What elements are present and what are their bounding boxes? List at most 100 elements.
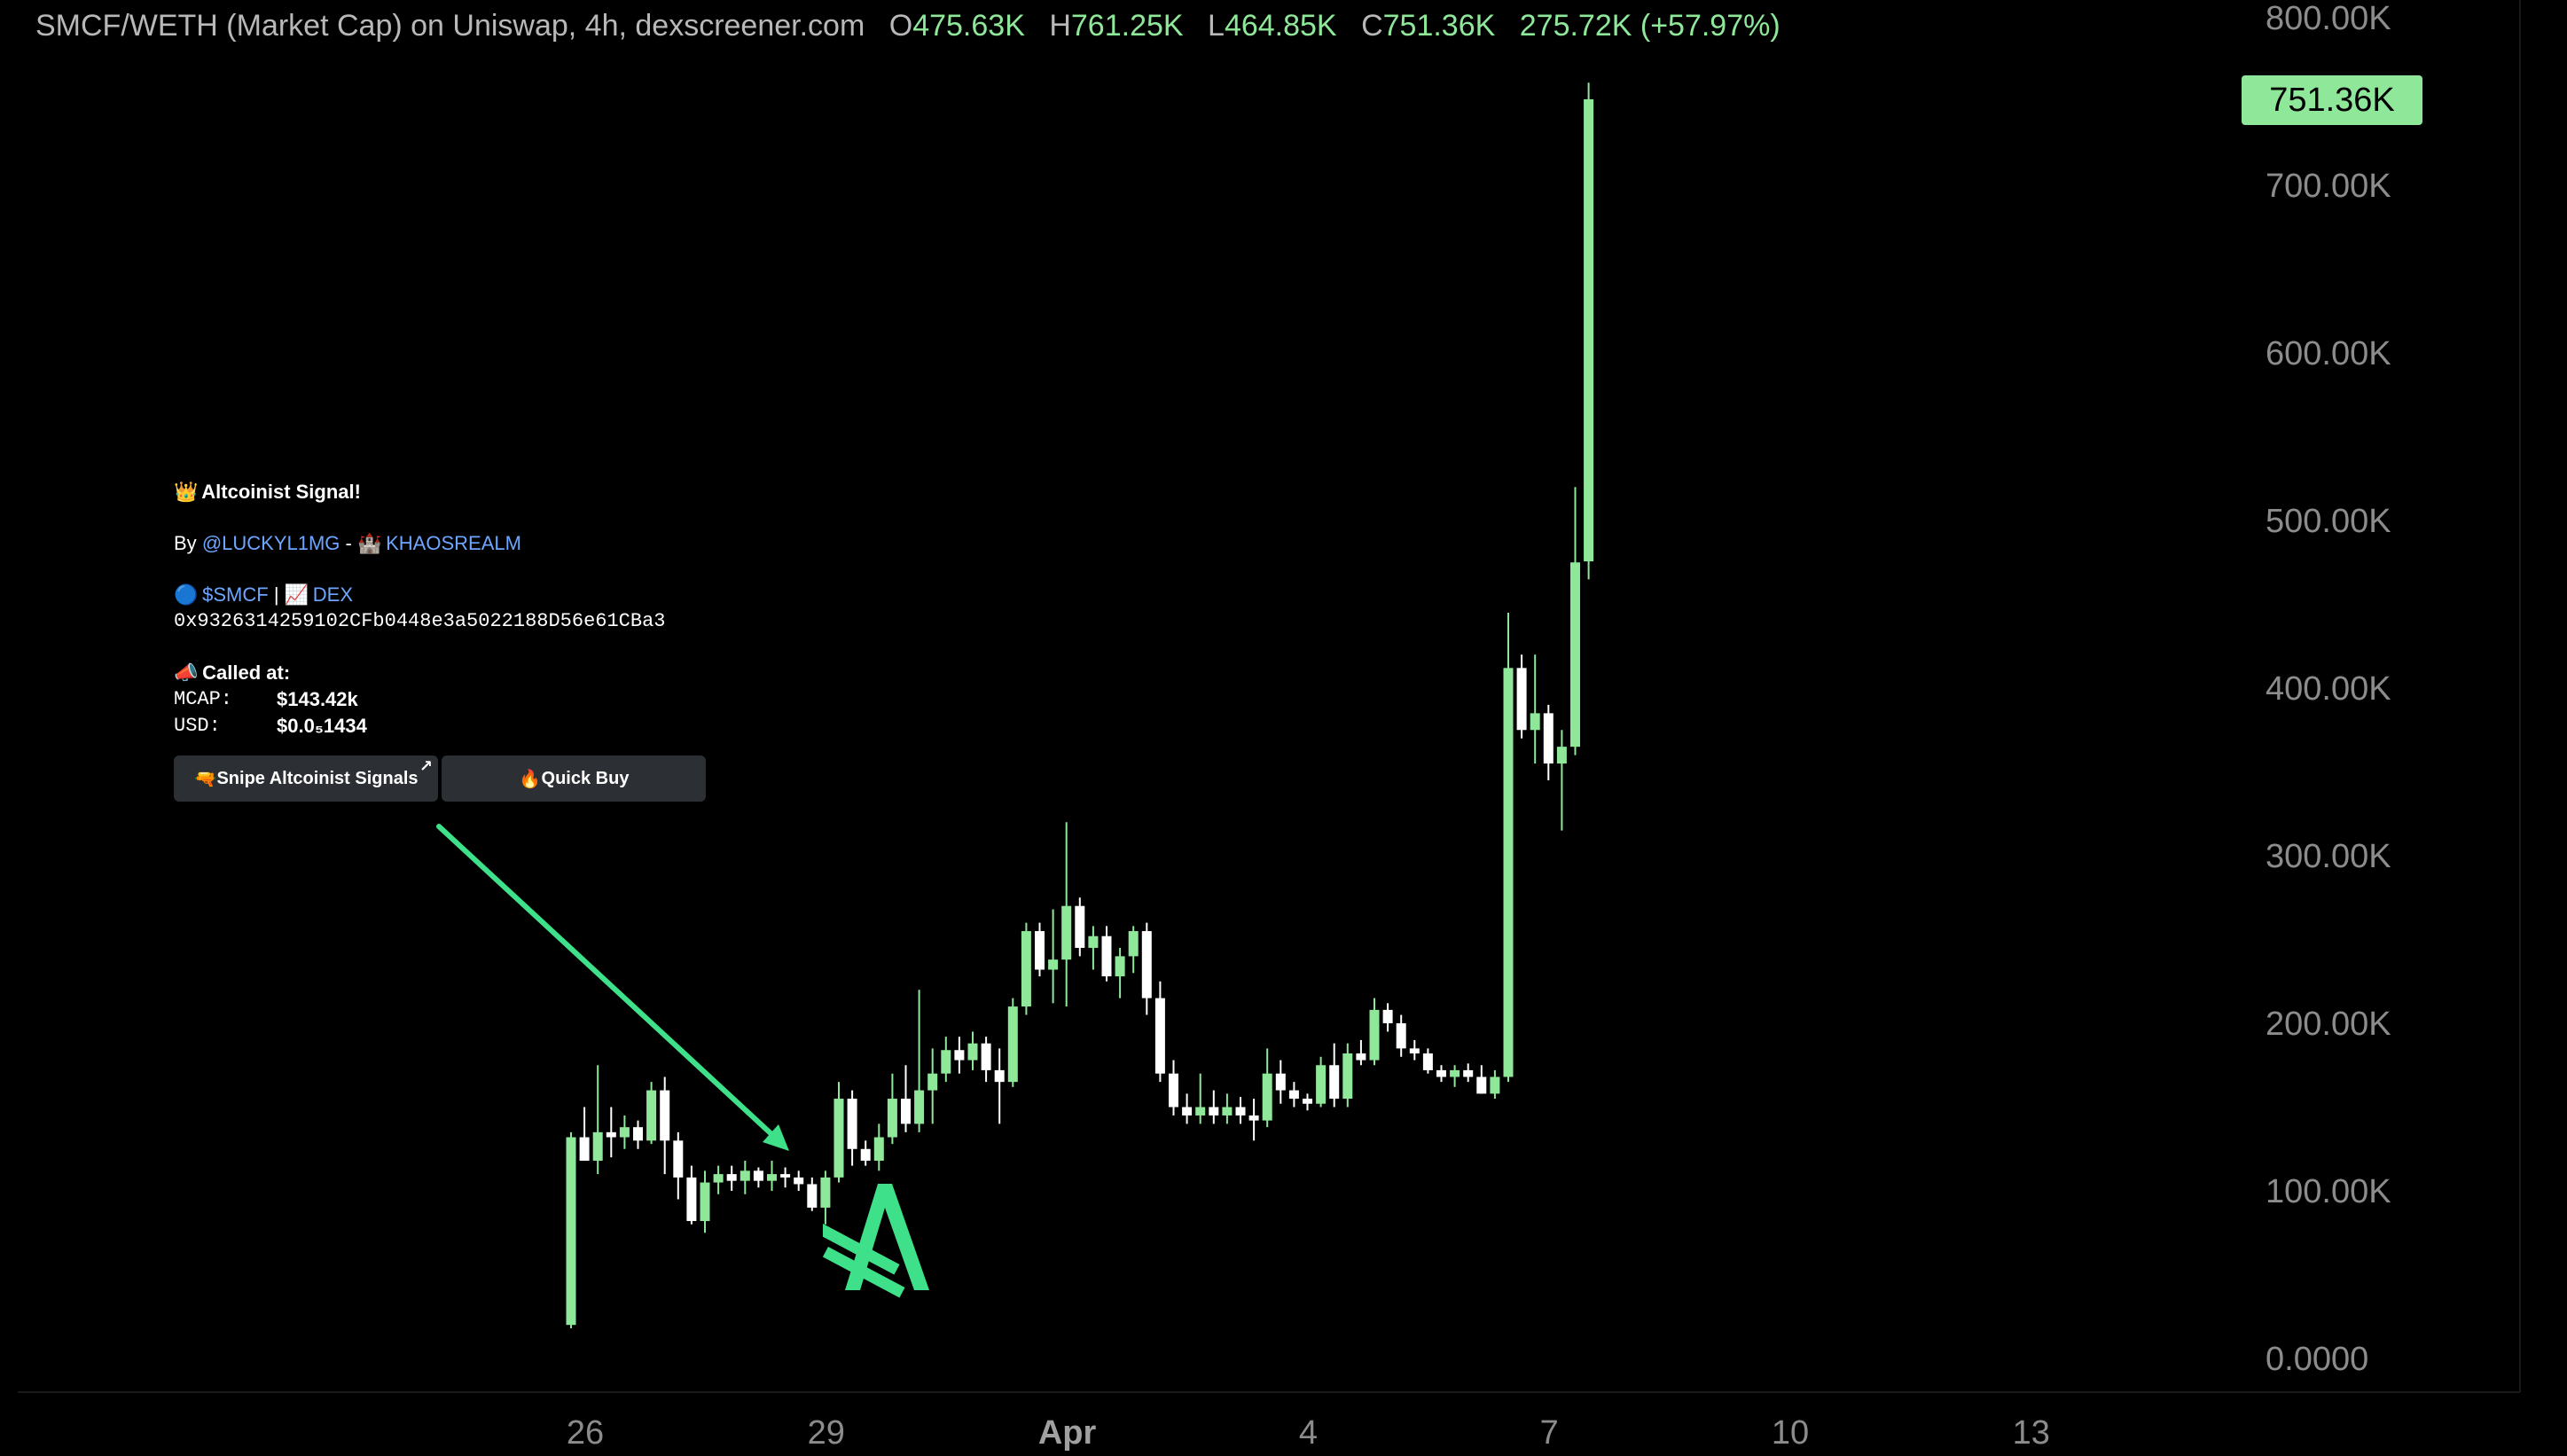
candle-body <box>994 1069 1005 1083</box>
candle <box>967 1031 978 1070</box>
usd-label: USD: <box>174 715 221 737</box>
candle-body <box>1556 747 1567 764</box>
candle <box>780 1167 791 1188</box>
x-tick-label: 7 <box>1540 1414 1559 1452</box>
candle <box>1530 654 1540 764</box>
candle-body <box>914 1090 925 1124</box>
y-tick-label: 300.00K <box>2266 838 2391 875</box>
candle-body <box>1396 1023 1406 1049</box>
candle <box>1115 947 1125 998</box>
candle-body <box>646 1090 657 1141</box>
candle <box>646 1082 657 1145</box>
candle <box>1169 1060 1178 1115</box>
candle-body <box>1450 1069 1460 1077</box>
called-at-label: Called at: <box>202 661 291 684</box>
author-link[interactable]: @LUCKYL1MG <box>201 532 340 554</box>
candle-body <box>566 1137 576 1326</box>
candle-body <box>981 1043 991 1070</box>
candle-body <box>1154 998 1165 1074</box>
candle-body <box>1356 1053 1366 1061</box>
candle <box>686 1165 697 1225</box>
token-link[interactable]: $SMCF <box>202 583 269 606</box>
candle-body <box>1182 1107 1193 1115</box>
candle-body <box>1235 1107 1246 1115</box>
chart-header: SMCF/WETH (Market Cap) on Uniswap, 4h, d… <box>35 9 1780 43</box>
close-value: 751.36K <box>1382 9 1496 43</box>
candle <box>820 1170 831 1225</box>
candle-body <box>740 1170 750 1181</box>
candle-body <box>1342 1053 1353 1100</box>
candle <box>847 1090 857 1166</box>
candle <box>1235 1097 1246 1124</box>
candle-body <box>967 1043 978 1061</box>
candle-body <box>1195 1107 1206 1115</box>
candle <box>566 1131 576 1328</box>
y-tick-label: 100.00K <box>2266 1173 2391 1210</box>
candle <box>1342 1043 1353 1108</box>
candle-body <box>1088 935 1099 948</box>
candle <box>941 1037 951 1083</box>
pair-title: SMCF/WETH (Market Cap) on Uniswap, 4h, d… <box>35 9 865 43</box>
high-value: 761.25K <box>1070 9 1184 43</box>
candle-body <box>619 1127 630 1138</box>
blue-circle-icon: 🔵 <box>174 583 199 606</box>
candle-body <box>1169 1073 1178 1108</box>
candle <box>1248 1099 1259 1141</box>
candle-body <box>660 1090 670 1141</box>
candle <box>1476 1065 1487 1094</box>
candle-body <box>1490 1076 1500 1094</box>
y-tick-label: 500.00K <box>2266 503 2391 540</box>
snipe-signals-button[interactable]: 🔫 Snipe Altcoinist Signals ↗ <box>174 755 438 802</box>
candle <box>994 1048 1005 1124</box>
candle <box>1436 1065 1446 1083</box>
quick-buy-button[interactable]: 🔥 Quick Buy <box>442 755 706 802</box>
usd-value: $0.0₅1434 <box>277 715 367 737</box>
candle <box>901 1065 911 1132</box>
candle <box>1556 730 1567 831</box>
candle-body <box>1382 1009 1393 1023</box>
realm-link[interactable]: KHAOSREALM <box>386 532 521 554</box>
x-tick-label: 10 <box>1772 1414 1809 1452</box>
candle <box>1182 1093 1193 1124</box>
candle <box>1570 487 1580 755</box>
candle <box>726 1165 737 1191</box>
candle <box>833 1082 844 1183</box>
candle-body <box>833 1099 844 1178</box>
y-tick-label: 0.0000 <box>2266 1341 2368 1378</box>
snipe-button-label: Snipe Altcoinist Signals <box>216 768 419 788</box>
candle-body <box>1248 1115 1259 1121</box>
y-tick-label: 400.00K <box>2266 670 2391 708</box>
candle <box>807 1177 818 1211</box>
candle <box>1422 1048 1433 1074</box>
last-price-tag: 751.36K <box>2242 75 2422 125</box>
x-tick-label: 29 <box>808 1414 845 1452</box>
candle <box>1503 612 1514 1083</box>
dex-link[interactable]: DEX <box>312 583 354 606</box>
candle-body <box>1530 713 1540 731</box>
candle <box>1369 998 1380 1066</box>
open-label: O <box>888 9 913 43</box>
candle-body <box>1128 931 1139 957</box>
candle <box>1303 1093 1312 1111</box>
candle <box>1450 1065 1460 1087</box>
candle <box>606 1107 616 1158</box>
contract-address[interactable]: 0x9326314259102CFb0448e3a5022188D56e61CB… <box>174 610 666 632</box>
token-pipe: | <box>273 583 279 606</box>
candle-body <box>1209 1107 1219 1115</box>
candle-body <box>807 1184 818 1208</box>
candle <box>633 1120 643 1149</box>
candle <box>1396 1014 1406 1057</box>
candle-body <box>753 1170 763 1181</box>
candle <box>767 1160 777 1191</box>
candle-body <box>686 1177 697 1222</box>
candle-body <box>941 1050 951 1074</box>
candle <box>673 1131 684 1200</box>
open-value: 475.63K <box>912 9 1025 43</box>
candle <box>660 1076 670 1175</box>
candle-body <box>1262 1073 1272 1121</box>
candle-body <box>1476 1076 1487 1094</box>
candle-body <box>673 1140 684 1178</box>
candle-body <box>1570 562 1580 748</box>
mcap-label: MCAP: <box>174 688 233 710</box>
